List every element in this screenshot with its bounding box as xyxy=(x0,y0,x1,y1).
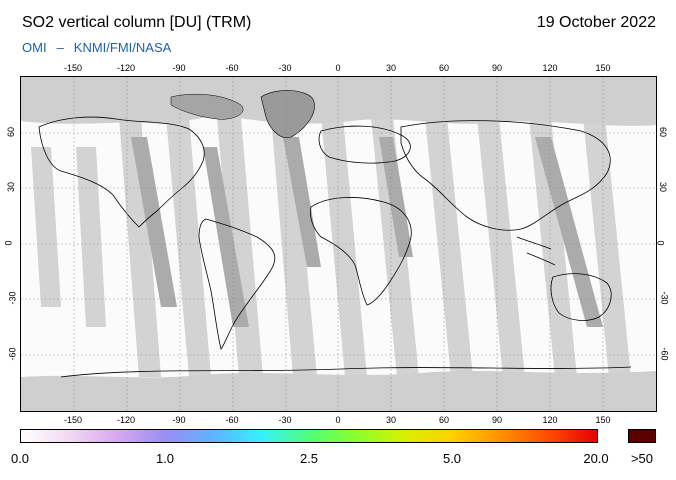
antarctica-coast xyxy=(60,366,632,378)
lat-tick-right: 60 xyxy=(658,126,669,138)
coastlines xyxy=(38,116,632,378)
scale-label: 0.0 xyxy=(10,451,30,466)
lon-tick-top: -30 xyxy=(278,63,292,73)
lon-tick-top: -60 xyxy=(225,63,239,73)
swath-stripes xyxy=(31,117,631,377)
lon-tick-bottom: 60 xyxy=(438,415,450,425)
australia-coast xyxy=(550,273,612,321)
lon-tick-bottom: 150 xyxy=(595,415,611,425)
lon-tick-top: 90 xyxy=(491,63,503,73)
lon-tick-top: 60 xyxy=(438,63,450,73)
indonesia-coast xyxy=(516,236,556,266)
lat-tick-left: -60 xyxy=(7,347,18,361)
lon-tick-top: -120 xyxy=(116,63,136,73)
lon-tick-top: 30 xyxy=(385,63,397,73)
scale-label: 20.0 xyxy=(583,451,609,466)
lat-tick-left: 0 xyxy=(3,240,14,246)
credit-line: OMI – KNMI/FMI/NASA xyxy=(22,40,171,55)
lon-tick-top: -150 xyxy=(63,63,83,73)
africa-coast xyxy=(310,197,412,306)
lat-tick-left: -30 xyxy=(7,291,18,305)
lon-tick-top: 120 xyxy=(542,63,558,73)
lon-tick-bottom: -30 xyxy=(278,415,292,425)
greenland xyxy=(260,90,315,138)
lon-tick-top: 0 xyxy=(335,63,341,73)
lon-tick-bottom: -120 xyxy=(116,415,136,425)
world-map xyxy=(20,76,657,412)
credit-separator: – xyxy=(56,40,64,55)
north-america-coast xyxy=(38,116,205,228)
lat-tick-right: 30 xyxy=(658,181,669,193)
south-no-data xyxy=(21,371,656,411)
lon-tick-bottom: 120 xyxy=(542,415,558,425)
lat-tick-right: -30 xyxy=(659,291,670,305)
swath-gaps xyxy=(131,137,603,327)
asia-coast xyxy=(400,120,611,231)
scale-label: 1.0 xyxy=(155,451,175,466)
arctic-islands xyxy=(170,93,244,120)
lon-tick-bottom: -150 xyxy=(63,415,83,425)
color-scale-over-box xyxy=(628,429,656,443)
credit-agencies: KNMI/FMI/NASA xyxy=(73,40,172,55)
scale-label: 2.5 xyxy=(299,451,319,466)
map-date: 19 October 2022 xyxy=(536,14,656,31)
lon-tick-top: -90 xyxy=(172,63,186,73)
lon-tick-bottom: 0 xyxy=(335,415,341,425)
north-no-data xyxy=(21,77,656,126)
map-canvas xyxy=(21,77,656,411)
lon-tick-bottom: 30 xyxy=(385,415,397,425)
scale-label: >50 xyxy=(630,451,654,466)
scale-label: 5.0 xyxy=(442,451,462,466)
lon-tick-bottom: -60 xyxy=(225,415,239,425)
lat-tick-right: -60 xyxy=(659,347,670,361)
lon-tick-bottom: 90 xyxy=(491,415,503,425)
lon-tick-bottom: -90 xyxy=(172,415,186,425)
map-title: SO2 vertical column [DU] (TRM) xyxy=(22,14,252,31)
lat-tick-left: 30 xyxy=(6,181,17,193)
lat-tick-left: 60 xyxy=(6,126,17,138)
lat-tick-right: 0 xyxy=(655,240,666,246)
europe-coast xyxy=(318,125,411,164)
color-scale-bar xyxy=(20,429,598,443)
credit-instrument: OMI xyxy=(22,40,47,55)
south-america-coast xyxy=(198,218,276,350)
graticule xyxy=(21,77,656,411)
lon-tick-top: 150 xyxy=(595,63,611,73)
